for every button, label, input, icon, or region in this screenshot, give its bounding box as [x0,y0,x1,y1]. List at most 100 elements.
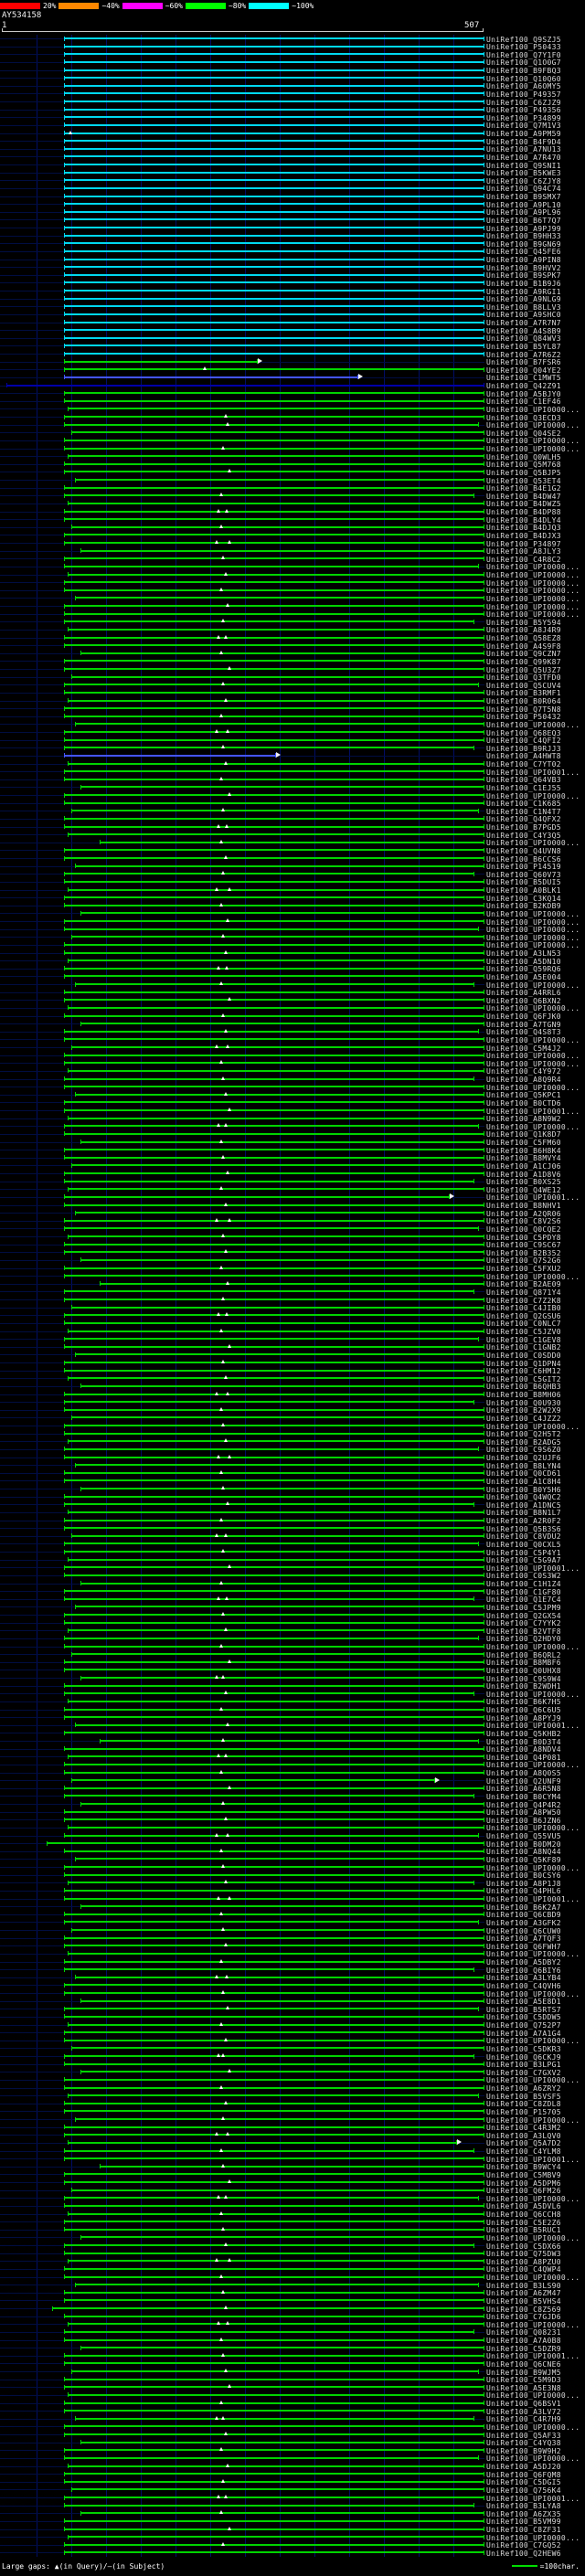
hit-bar[interactable] [63,776,484,782]
hit-bar[interactable] [63,2226,484,2232]
hit-bar[interactable] [63,312,484,317]
hit-label[interactable]: UniRef100_B6K2A7 [486,1903,561,1912]
hit-label[interactable]: UniRef100_A9SHC0 [486,311,561,320]
hit-label[interactable]: UniRef100_B9RJJ3 [486,744,561,753]
hit-label[interactable]: UniRef100_Q3ECD3 [486,413,561,422]
hit-label[interactable]: UniRef100_A7R7N7 [486,319,561,327]
hit-label[interactable]: UniRef100_C8Z569 [486,2305,561,2314]
hit-bar[interactable] [63,1454,484,1459]
hit-bar[interactable] [63,1762,484,1767]
hit-bar[interactable] [63,2266,484,2272]
hit-bar[interactable] [63,1706,484,1712]
hit-bar[interactable] [80,1139,484,1144]
hit-label[interactable]: UniRef100_Q5M768 [486,461,561,470]
hit-label[interactable]: UniRef100_Q64VB3 [486,776,561,785]
hit-label[interactable]: UniRef100_B4F9D4 [486,137,561,146]
hit-bar[interactable] [63,642,484,648]
hit-bar[interactable] [70,524,484,530]
hit-bar[interactable] [80,1801,484,1807]
hit-label[interactable]: UniRef100_C1K685 [486,800,561,809]
hit-label[interactable]: UniRef100_A5E8D1 [486,1998,561,2007]
hit-bar[interactable] [63,564,479,569]
hit-bar[interactable] [63,2337,484,2342]
hit-bar[interactable] [80,1383,484,1389]
hit-bar[interactable] [80,548,484,554]
hit-label[interactable]: UniRef100_UPI0000... [486,926,580,935]
hit-label[interactable]: UniRef100_B8NHV1 [486,1202,561,1210]
hit-bar[interactable] [63,438,484,443]
hit-label[interactable]: UniRef100_A9PL96 [486,208,561,217]
hit-label[interactable]: UniRef100_A3LN53 [486,949,561,958]
hit-label[interactable]: UniRef100_A7A0B8 [486,2337,561,2345]
hit-label[interactable]: UniRef100_B3RMF1 [486,689,561,698]
hit-bar[interactable] [63,36,484,41]
hit-label[interactable]: UniRef100_B9W9H2 [486,2446,561,2455]
hit-label[interactable]: UniRef100_A9RGI1 [486,287,561,296]
hit-label[interactable]: UniRef100_C1MWT5 [486,374,561,383]
hit-bar[interactable] [63,469,484,474]
hit-label[interactable]: UniRef100_UPI0000... [486,2320,580,2329]
hit-label[interactable]: UniRef100_C7GJD6 [486,2313,561,2322]
hit-bar[interactable] [63,2108,484,2114]
hit-bar[interactable] [63,1193,454,1200]
hit-label[interactable]: UniRef100_Q4QFX2 [486,815,561,824]
hit-label[interactable]: UniRef100_C4Y3Q5 [486,831,561,840]
hit-label[interactable]: UniRef100_P50432 [486,713,561,722]
hit-bar[interactable] [67,2210,484,2216]
hit-bar[interactable] [63,1643,484,1648]
hit-bar[interactable] [70,429,484,435]
hit-label[interactable]: UniRef100_A6ZM47 [486,2289,561,2298]
hit-bar[interactable] [63,949,484,955]
hit-label[interactable]: UniRef100_C1EJ55 [486,783,561,792]
hit-bar[interactable] [63,2171,484,2177]
hit-label[interactable]: UniRef100_UPI0001... [486,2494,580,2503]
hit-label[interactable]: UniRef100_B0D3T4 [486,1737,561,1746]
hit-label[interactable]: UniRef100_Q6BSV1 [486,2400,561,2408]
hit-bar[interactable] [63,540,484,546]
hit-label[interactable]: UniRef100_UPI0000... [486,981,580,990]
hit-label[interactable]: UniRef100_Q2HEW6 [486,2549,561,2558]
hit-label[interactable]: UniRef100_B3LYA8 [486,2502,561,2511]
hit-label[interactable]: UniRef100_B0CYM4 [486,1792,561,1801]
hit-bar[interactable] [63,2352,484,2359]
hit-bar[interactable] [63,351,484,356]
hit-bar[interactable] [63,1785,484,1791]
hit-bar[interactable] [63,2147,474,2153]
hit-bar[interactable] [6,383,484,387]
hit-label[interactable]: UniRef100_Q6CNE6 [486,2359,561,2369]
hit-bar[interactable] [67,1438,484,1444]
hit-bar[interactable] [63,2274,484,2279]
hit-label[interactable]: UniRef100_Q68EQ3 [486,728,561,737]
hit-label[interactable]: UniRef100_B7FSR6 [486,358,561,367]
hit-bar[interactable] [63,1297,484,1302]
hit-label[interactable]: UniRef100_C8V2S6 [486,1217,561,1226]
hit-bar[interactable] [75,2282,479,2287]
hit-bar[interactable] [67,2463,484,2468]
hit-bar[interactable] [63,2084,484,2090]
hit-label[interactable]: UniRef100_A2R0F2 [486,1517,561,1525]
hit-bar[interactable] [63,1911,484,1917]
hit-label[interactable]: UniRef100_C5DDW5 [486,2013,561,2022]
hit-bar[interactable] [63,1447,479,1452]
hit-bar[interactable] [67,406,484,411]
hit-bar[interactable] [80,1675,484,1680]
hit-bar[interactable] [63,1478,484,1483]
hit-bar[interactable] [63,2203,484,2209]
hit-label[interactable]: UniRef100_A3LYB4 [486,1974,561,1983]
hit-bar[interactable] [67,2392,484,2398]
hit-label[interactable]: UniRef100_B0Y5H6 [486,1485,561,1494]
hit-bar[interactable] [63,2251,484,2256]
hit-bar[interactable] [63,1832,479,1838]
hit-bar[interactable] [63,1108,484,1113]
hit-label[interactable]: UniRef100_B9HH33 [486,232,561,241]
hit-bar[interactable] [67,1068,484,1074]
hit-label[interactable]: UniRef100_UPI0000... [486,2194,580,2203]
hit-bar[interactable] [67,958,484,963]
hit-bar[interactable] [67,1825,484,1830]
hit-bar[interactable] [63,272,484,278]
hit-label[interactable]: UniRef100_UPI0000... [486,1643,580,1651]
hit-bar[interactable] [63,240,484,246]
hit-label[interactable]: UniRef100_C9S6Z0 [486,1446,561,1455]
hit-bar[interactable] [75,1604,484,1609]
hit-label[interactable]: UniRef100_B2ADG5 [486,1437,561,1447]
